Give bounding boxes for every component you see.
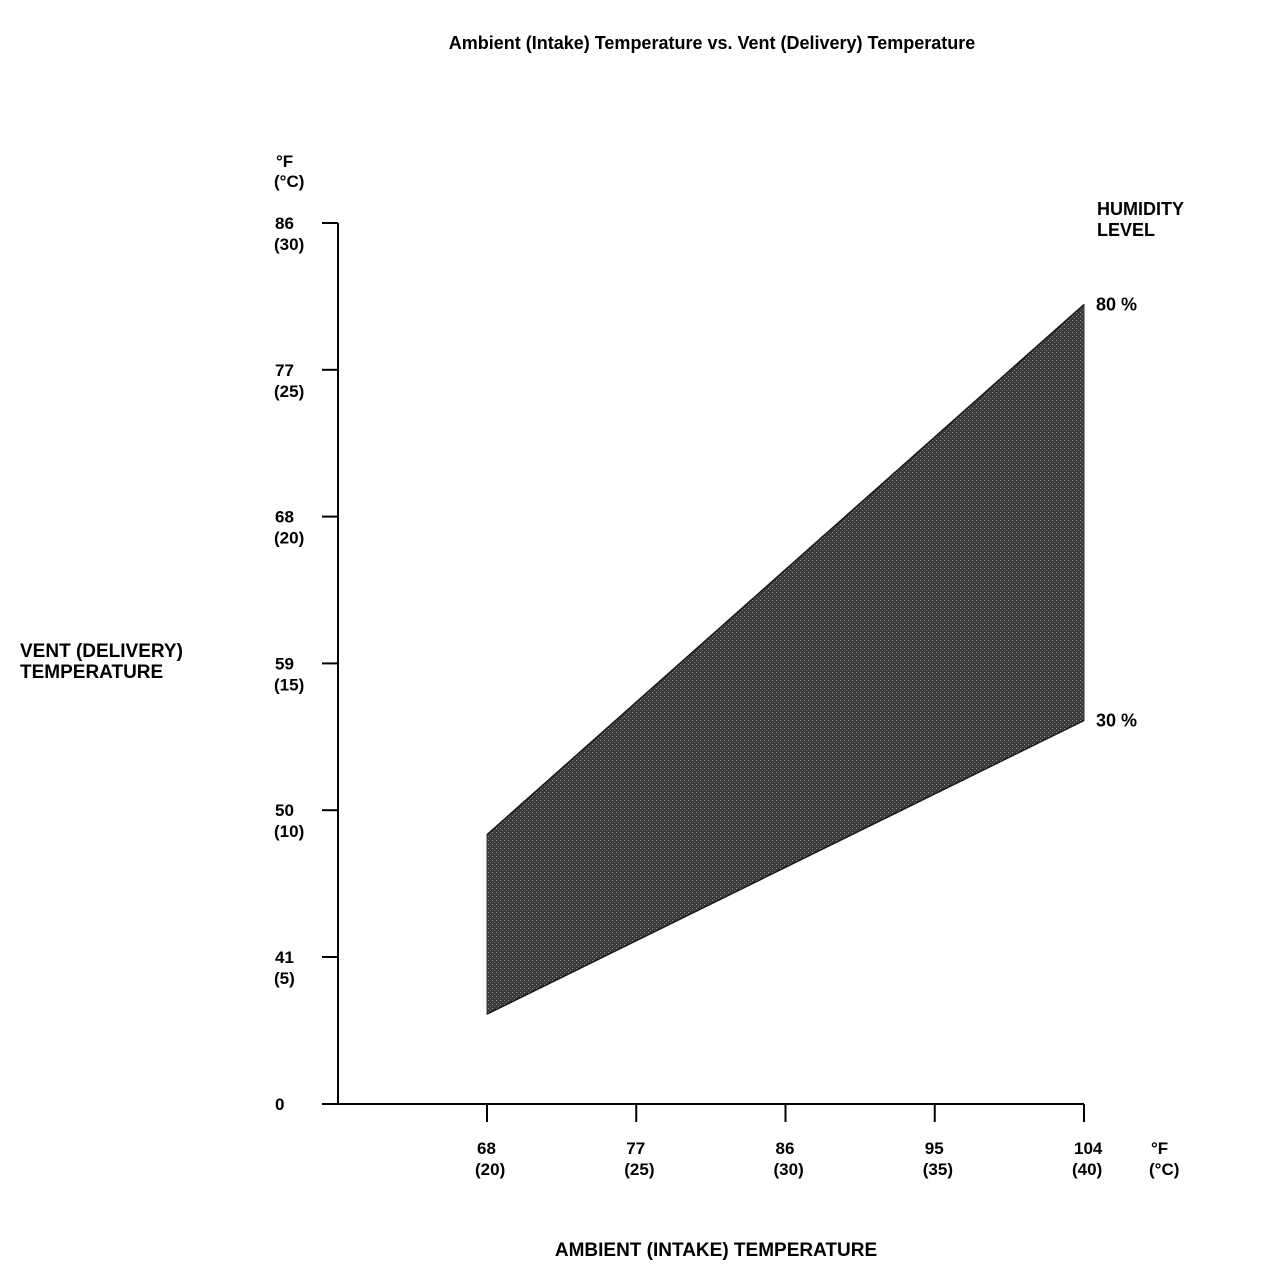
x-tick-label-c-0: (20) — [475, 1160, 505, 1179]
series-label-1: 30 % — [1096, 710, 1137, 730]
y-tick-label-f-4: 68 — [275, 508, 294, 527]
series-label-0: 80 % — [1096, 295, 1137, 315]
y-tick-label-c-6: (30) — [274, 235, 304, 254]
y-axis-title-line-1: VENT (DELIVERY) — [20, 641, 183, 662]
x-tick-label-f-3: 95 — [925, 1139, 944, 1158]
x-tick-label-c-4: (40) — [1072, 1160, 1102, 1179]
y-tick-label-f-1: 41 — [275, 948, 294, 967]
y-tick-label-c-5: (25) — [274, 382, 304, 401]
y-tick-label-f-6: 86 — [275, 214, 294, 233]
y-tick-label-f-3: 59 — [275, 654, 294, 673]
plot-area: 80 % 30 % 0 41 (5) 50 (10) 59 (15) 68 (20) 77 (25) 86… — [274, 214, 1137, 1179]
y-axis-unit-f: °F — [276, 152, 293, 171]
series-line-0 — [486, 303, 1085, 836]
legend-title-line-2: LEVEL — [1097, 220, 1155, 240]
y-tick-label-c-2: (10) — [274, 822, 304, 841]
humidity-band — [486, 303, 1085, 1015]
y-axis-title-line-2: TEMPERATURE — [20, 662, 163, 683]
y-tick-label-c-1: (5) — [274, 969, 295, 988]
x-tick-label-c-3: (35) — [923, 1160, 953, 1179]
x-axis-title: AMBIENT (INTAKE) TEMPERATURE — [555, 1240, 877, 1261]
y-tick-label-f-5: 77 — [275, 361, 294, 380]
y-tick-label-f-0: 0 — [275, 1095, 284, 1114]
y-tick-label-c-4: (20) — [274, 529, 304, 548]
x-tick-label-c-2: (30) — [774, 1160, 804, 1179]
y-tick-label-c-3: (15) — [274, 675, 304, 694]
x-tick-label-f-4: 104 — [1074, 1139, 1103, 1158]
x-axis-unit-c: (°C) — [1149, 1160, 1179, 1179]
x-tick-label-c-1: (25) — [624, 1160, 654, 1179]
x-tick-label-f-1: 77 — [626, 1139, 645, 1158]
legend-title-line-1: HUMIDITY — [1097, 199, 1184, 219]
x-tick-label-f-2: 86 — [776, 1139, 795, 1158]
y-tick-label-f-2: 50 — [275, 801, 294, 820]
y-axis-unit-c: (°C) — [274, 172, 304, 191]
chart-title: Ambient (Intake) Temperature vs. Vent (D… — [449, 33, 976, 53]
series-line-1 — [486, 719, 1085, 1015]
x-axis-unit-f: °F — [1151, 1139, 1168, 1158]
x-tick-label-f-0: 68 — [477, 1139, 496, 1158]
